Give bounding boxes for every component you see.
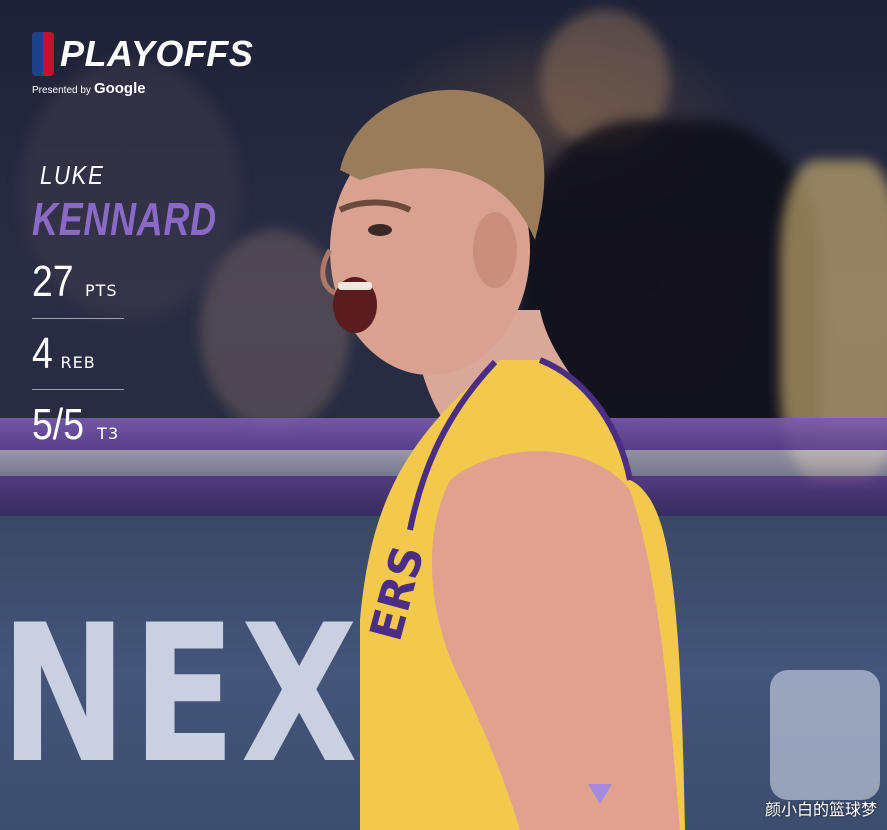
- player-first-name: LUKE: [40, 160, 105, 190]
- presented-by-label: Presented by: [32, 85, 91, 96]
- playoffs-title: PLAYOFFS: [60, 33, 254, 74]
- background-ad-panel: [770, 670, 880, 800]
- stat-label: PTS: [84, 281, 118, 300]
- stat-label: T3: [97, 424, 120, 443]
- player-figure: ERS: [320, 89, 685, 830]
- stat-divider: [32, 318, 124, 319]
- watermark: 颜小白的篮球梦: [764, 800, 877, 819]
- stat-value: 5/5: [32, 400, 84, 449]
- crowd-silhouette: [20, 60, 240, 320]
- stat-threes: 5/5 T3: [32, 403, 119, 447]
- player-last-name: KENNARD: [32, 193, 217, 245]
- stat-divider: [32, 389, 124, 390]
- stat-rebounds: 4 REB: [32, 332, 96, 376]
- down-arrow-icon: [588, 784, 612, 804]
- nba-logo-icon: [32, 32, 54, 76]
- stat-points: 27 PTS: [32, 260, 118, 304]
- sponsor-name: Google: [93, 80, 146, 97]
- stat-value: 27: [32, 257, 74, 306]
- sponsor-line: Presented by Google: [32, 80, 146, 97]
- stat-value: 4: [32, 329, 53, 378]
- stat-label: REB: [60, 353, 96, 372]
- nba-playoffs-logo: PLAYOFFS: [32, 32, 253, 76]
